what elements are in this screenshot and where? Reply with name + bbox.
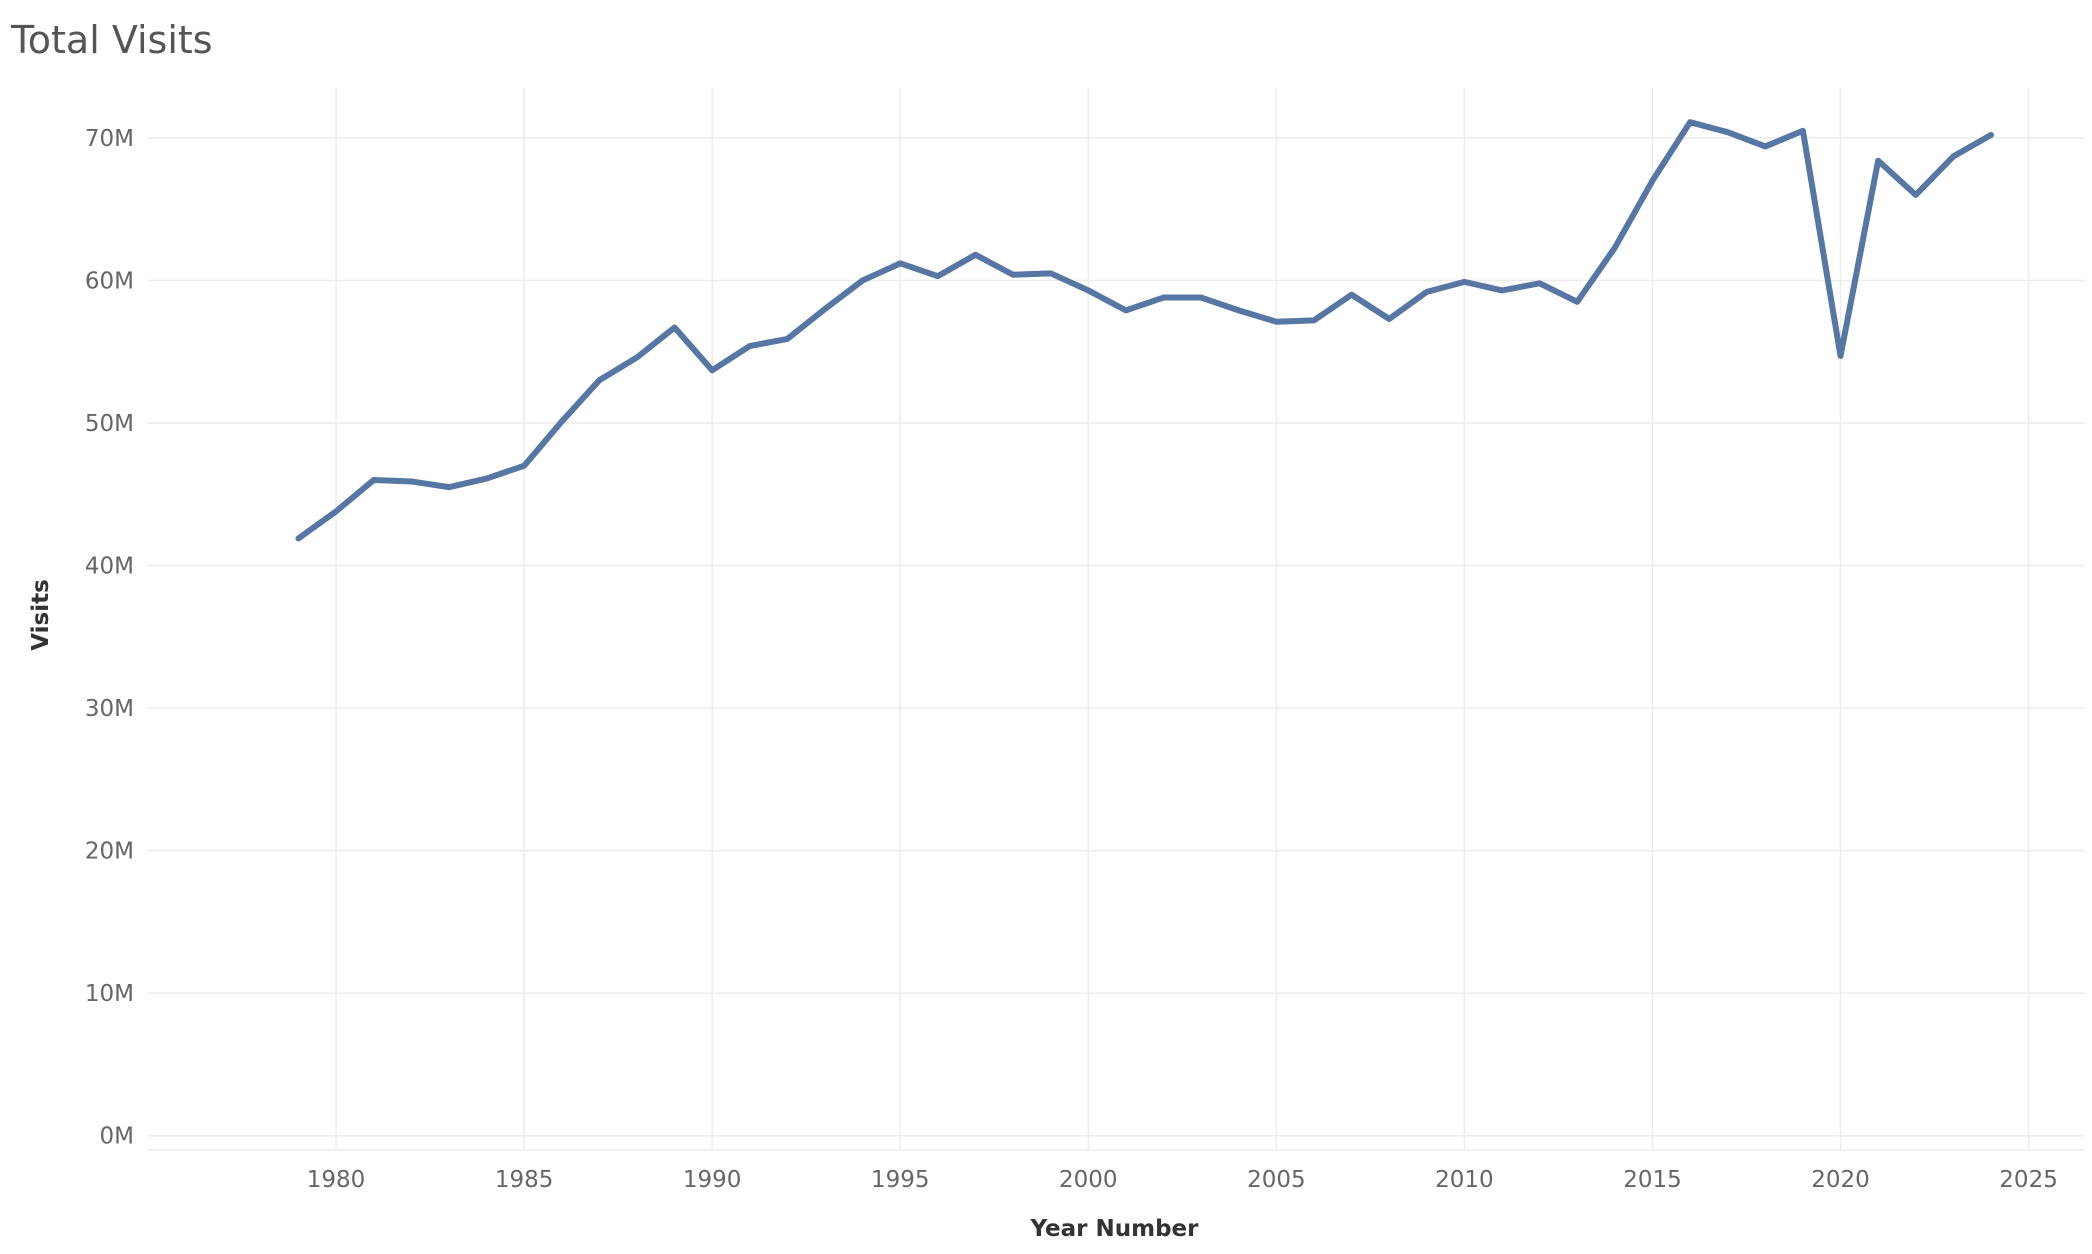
data-point[interactable] — [1123, 307, 1129, 313]
data-point[interactable] — [1838, 353, 1844, 359]
data-point[interactable] — [972, 252, 978, 258]
data-point[interactable] — [596, 377, 602, 383]
x-tick-label: 2025 — [1999, 1167, 2058, 1193]
data-point[interactable] — [1725, 129, 1731, 135]
x-tick-label: 1980 — [307, 1167, 366, 1193]
y-tick-label: 70M — [85, 126, 134, 152]
data-point[interactable] — [1574, 299, 1580, 305]
data-point[interactable] — [822, 306, 828, 312]
data-point[interactable] — [1048, 270, 1054, 276]
data-point[interactable] — [1649, 178, 1655, 184]
x-tick-label: 1990 — [683, 1167, 742, 1193]
x-axis-ticks: 1980 1985 1990 1995 2000 2005 2010 2015 2020 2025 — [307, 1167, 2058, 1193]
data-point[interactable] — [1311, 317, 1317, 323]
y-tick-label: 0M — [100, 1124, 134, 1150]
data-point[interactable] — [709, 367, 715, 373]
data-point[interactable] — [1800, 128, 1806, 134]
y-tick-label: 50M — [85, 411, 134, 437]
data-point[interactable] — [897, 260, 903, 266]
y-axis-title: Visits — [28, 579, 54, 651]
x-tick-label: 2000 — [1059, 1167, 1118, 1193]
series-line-total-visits[interactable] — [295, 119, 1994, 542]
data-point[interactable] — [1349, 292, 1355, 298]
data-point[interactable] — [672, 324, 678, 330]
data-point[interactable] — [1085, 287, 1091, 293]
y-tick-label: 40M — [85, 554, 134, 580]
data-point[interactable] — [1537, 280, 1543, 286]
data-point[interactable] — [935, 273, 941, 279]
x-axis-title: Year Number — [1029, 1216, 1199, 1242]
data-point[interactable] — [484, 476, 490, 482]
data-point[interactable] — [1687, 119, 1693, 125]
data-point[interactable] — [408, 478, 414, 484]
data-point[interactable] — [295, 535, 301, 541]
data-point[interactable] — [1161, 295, 1167, 301]
x-tick-label: 2020 — [1811, 1167, 1870, 1193]
data-point[interactable] — [1386, 316, 1392, 322]
data-point[interactable] — [747, 343, 753, 349]
x-tick-label: 2010 — [1435, 1167, 1494, 1193]
data-point[interactable] — [1461, 279, 1467, 285]
data-point[interactable] — [1236, 307, 1242, 313]
y-tick-label: 20M — [85, 839, 134, 865]
y-tick-label: 60M — [85, 268, 134, 294]
data-point[interactable] — [521, 463, 527, 469]
data-point[interactable] — [559, 419, 565, 425]
y-axis-ticks: 0M 10M 20M 30M 40M 50M 60M 70M — [85, 126, 134, 1150]
data-point[interactable] — [333, 508, 339, 514]
data-point[interactable] — [446, 484, 452, 490]
data-point[interactable] — [1273, 319, 1279, 325]
x-tick-label: 2015 — [1623, 1167, 1682, 1193]
x-tick-label: 1995 — [871, 1167, 930, 1193]
y-tick-label: 30M — [85, 696, 134, 722]
data-point[interactable] — [371, 477, 377, 483]
data-point[interactable] — [1499, 287, 1505, 293]
y-tick-label: 10M — [85, 981, 134, 1007]
gridlines — [148, 88, 2085, 1151]
data-point[interactable] — [1198, 295, 1204, 301]
data-point[interactable] — [1612, 245, 1618, 251]
data-point[interactable] — [1950, 153, 1956, 159]
data-point[interactable] — [1424, 289, 1430, 295]
data-point[interactable] — [634, 354, 640, 360]
data-point[interactable] — [1988, 132, 1994, 138]
data-points — [295, 119, 1994, 541]
chart-title: Total Visits — [11, 18, 213, 62]
x-tick-label: 2005 — [1247, 1167, 1306, 1193]
data-point[interactable] — [860, 277, 866, 283]
data-point[interactable] — [1010, 272, 1016, 278]
data-point[interactable] — [1762, 143, 1768, 149]
data-point[interactable] — [784, 336, 790, 342]
data-point[interactable] — [1913, 192, 1919, 198]
data-point[interactable] — [1875, 158, 1881, 164]
x-tick-label: 1985 — [495, 1167, 554, 1193]
